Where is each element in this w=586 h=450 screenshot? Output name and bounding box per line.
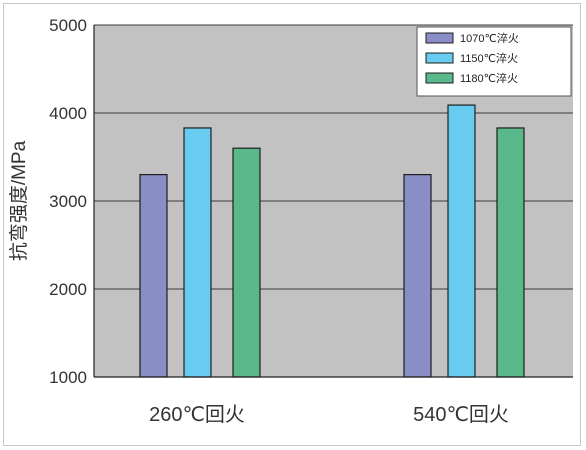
y-tick-label: 2000 xyxy=(49,280,87,299)
y-tick-labels: 1000 2000 3000 4000 5000 xyxy=(49,16,87,387)
legend-swatch xyxy=(425,52,454,64)
gridlines xyxy=(94,24,573,290)
bar-540-series-2 xyxy=(447,104,476,378)
legend-label: 1180℃淬火 xyxy=(460,71,518,85)
legend-swatch xyxy=(425,72,454,84)
y-axis-label: 抗弯强度/MPa xyxy=(8,140,30,261)
figure-border xyxy=(3,3,581,446)
y-tick-label: 3000 xyxy=(49,192,87,211)
y-tick-label: 5000 xyxy=(49,16,87,35)
x-tick-label: 540℃回火 xyxy=(413,404,509,426)
x-tick-label: 260℃回火 xyxy=(149,404,245,426)
legend: 1070℃淬火 1150℃淬火 1180℃淬火 xyxy=(416,26,572,97)
y-tick-label: 1000 xyxy=(49,368,87,387)
x-tick-labels: 260℃回火 540℃回火 xyxy=(149,404,509,426)
y-tick-label: 4000 xyxy=(49,104,87,123)
bar-260-series-2 xyxy=(183,127,212,378)
bar-260-series-3 xyxy=(232,147,261,378)
bar-260-series-1 xyxy=(139,174,168,378)
legend-swatch xyxy=(425,32,454,44)
legend-label: 1070℃淬火 xyxy=(460,31,519,45)
bar-540-series-1 xyxy=(403,174,432,378)
bar-540-series-3 xyxy=(496,127,525,378)
legend-label: 1150℃淬火 xyxy=(460,51,518,65)
legend-items: 1070℃淬火 1150℃淬火 1180℃淬火 xyxy=(425,31,519,85)
